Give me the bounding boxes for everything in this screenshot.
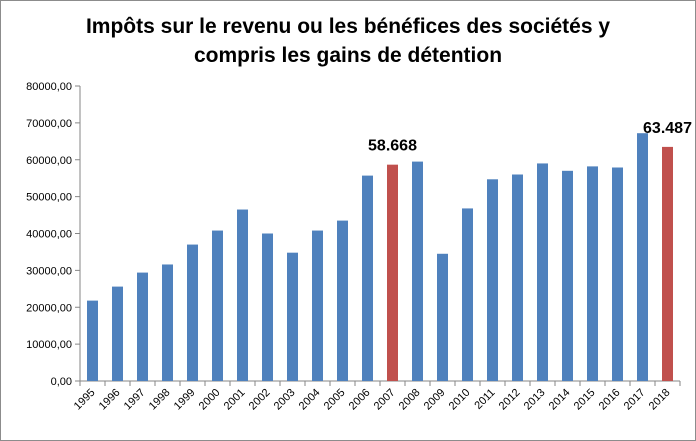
y-tick-label: 10000,00 (26, 339, 72, 351)
x-tick-label-2002: 2002 (247, 387, 273, 413)
y-tick-label: 80000,00 (26, 81, 72, 93)
y-tick-label: 20000,00 (26, 302, 72, 314)
x-tick-label-2001: 2001 (222, 387, 248, 413)
x-tick-label-2004: 2004 (297, 387, 323, 413)
bar-2016 (612, 167, 623, 381)
x-tick-label-2016: 2016 (597, 387, 623, 413)
chart-title-line-1: Impôts sur le revenu ou les bénéfices de… (85, 15, 611, 38)
y-tick-label: 40000,00 (26, 229, 72, 241)
bar-1995 (87, 300, 98, 381)
bar-2007 (387, 164, 398, 381)
bar-2006 (362, 175, 373, 381)
x-tick-label-2015: 2015 (572, 387, 598, 413)
bar-2005 (337, 220, 348, 381)
bar-2001 (237, 209, 248, 381)
bar-2013 (537, 163, 548, 381)
x-tick-label-2006: 2006 (347, 387, 373, 413)
bar-1997 (137, 272, 148, 381)
x-tick-label-2017: 2017 (622, 387, 648, 413)
x-tick-label-2003: 2003 (272, 387, 298, 413)
x-tick-label-2012: 2012 (497, 387, 523, 413)
x-tick-label-1999: 1999 (172, 387, 198, 413)
x-tick-label-2005: 2005 (322, 387, 348, 413)
bar-2014 (562, 170, 573, 381)
x-tick-label-2009: 2009 (422, 387, 448, 413)
x-tick-label-2010: 2010 (447, 387, 473, 413)
y-tick-label: 50000,00 (26, 192, 72, 204)
bar-2015 (587, 166, 598, 381)
x-tick-label-2018: 2018 (647, 387, 673, 413)
bar-2002 (262, 233, 273, 381)
bar-1999 (187, 244, 198, 381)
bar-1998 (162, 264, 173, 381)
bar-2010 (462, 208, 473, 381)
y-tick-label: 30000,00 (26, 265, 72, 277)
x-tick-label-1995: 1995 (72, 387, 98, 413)
y-tick-label: 0,00 (51, 376, 72, 388)
bar-2009 (437, 253, 448, 381)
y-tick-label: 70000,00 (26, 118, 72, 130)
bar-2000 (212, 230, 223, 381)
x-tick-label-2008: 2008 (397, 387, 423, 413)
data-label-2018: 63.487 (643, 120, 692, 137)
x-tick-label-1998: 1998 (147, 387, 173, 413)
chart-title: Impôts sur le revenu ou les bénéfices de… (0, 12, 696, 70)
bar-2004 (312, 230, 323, 381)
x-tick-label-2000: 2000 (197, 387, 223, 413)
bar-2018 (662, 146, 673, 381)
x-tick-label-1996: 1996 (97, 387, 123, 413)
bar-2008 (412, 161, 423, 381)
data-label-2007: 58.668 (368, 138, 417, 155)
x-tick-label-2013: 2013 (522, 387, 548, 413)
bar-2017 (637, 133, 648, 381)
bar-2011 (487, 179, 498, 381)
bar-2012 (512, 174, 523, 381)
bar-1996 (112, 286, 123, 381)
bar-2003 (287, 252, 298, 381)
x-tick-label-1997: 1997 (122, 387, 148, 413)
chart-title-line-2: compris les gains de détention (193, 44, 503, 67)
y-tick-label: 60000,00 (26, 155, 72, 167)
x-tick-label-2007: 2007 (372, 387, 398, 413)
x-tick-label-2011: 2011 (472, 387, 497, 412)
x-tick-label-2014: 2014 (547, 387, 573, 413)
